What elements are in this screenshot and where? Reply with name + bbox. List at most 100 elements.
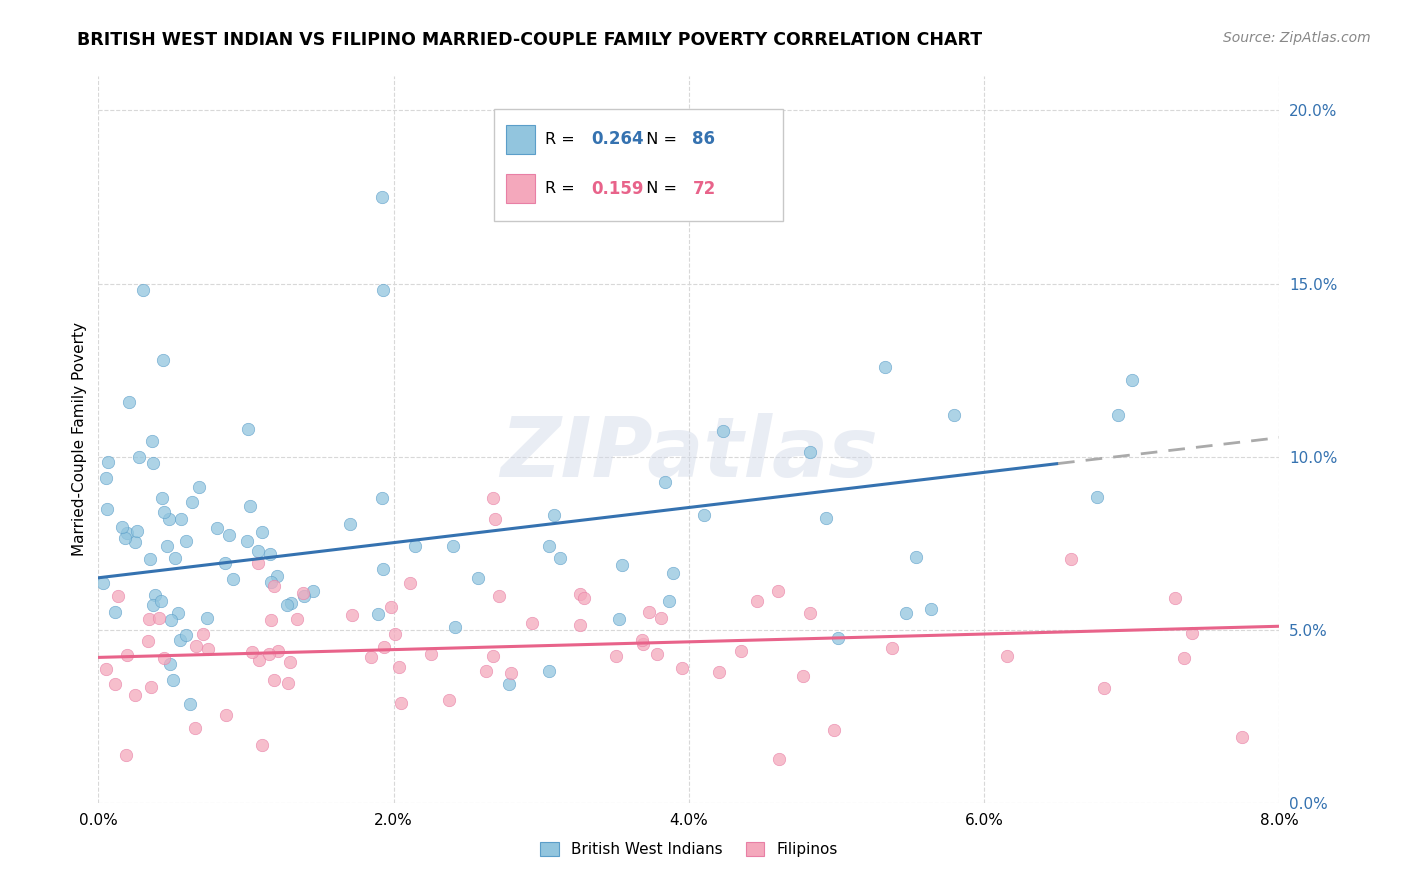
Point [96,501,118,516]
Point [141,434,163,449]
Point [792,669,814,683]
Point [444,619,467,633]
Point [1121,373,1143,387]
Point [904,549,927,564]
Point [645,647,668,661]
Point [441,539,464,553]
Point [404,539,426,553]
Point [799,606,821,620]
Point [662,566,685,580]
Point [143,588,166,602]
Point [238,422,260,436]
Point [250,738,273,752]
Point [197,642,219,657]
Point [1092,681,1115,695]
Point [169,632,191,647]
Text: ZIPatlas: ZIPatlas [501,413,877,494]
Point [380,600,402,615]
Point [730,643,752,657]
Point [153,504,176,518]
Point [995,648,1018,663]
Point [174,534,197,549]
Point [115,526,138,541]
Point [187,480,209,494]
Point [174,627,197,641]
Point [235,533,257,548]
Point [1108,409,1130,423]
Point [475,665,498,679]
Point [150,491,173,505]
Point [96,471,118,485]
Point [125,524,148,538]
Point [214,556,236,570]
Y-axis label: Married-Couple Family Poverty: Married-Couple Family Poverty [72,322,87,557]
Point [124,688,146,702]
Point [118,395,141,409]
Point [873,359,896,374]
FancyBboxPatch shape [494,109,783,221]
Point [522,616,544,631]
Point [631,632,654,647]
Point [880,641,903,656]
Point [148,610,170,624]
Point [276,599,298,613]
Point [139,551,162,566]
Point [605,648,627,663]
Point [1060,552,1083,566]
Point [242,645,264,659]
Point [278,655,301,669]
Point [167,606,190,620]
Point [280,596,302,610]
Point [1181,626,1204,640]
Point [104,677,127,691]
Point [195,611,218,625]
Point [482,491,505,505]
Point [896,607,918,621]
Point [114,531,136,545]
Text: 72: 72 [693,179,716,197]
Point [484,512,506,526]
Point [768,752,790,766]
Point [184,721,207,735]
Point [482,648,505,663]
Point [150,594,173,608]
Point [152,651,174,665]
Point [259,547,281,561]
Point [943,409,966,423]
Point [814,511,837,525]
Point [766,583,789,598]
Point [543,508,565,522]
Point [745,593,768,607]
Point [638,605,661,619]
Point [259,647,281,661]
Point [389,697,412,711]
Text: Source: ZipAtlas.com: Source: ZipAtlas.com [1223,31,1371,45]
Point [104,605,127,619]
Point [186,639,208,653]
Point [388,660,411,674]
Text: R =: R = [546,131,579,146]
FancyBboxPatch shape [506,174,536,203]
Point [498,677,520,691]
Point [169,512,191,526]
Point [246,556,269,570]
Point [91,576,114,591]
Text: 0.159: 0.159 [591,179,644,197]
Point [155,539,177,553]
Point [711,424,734,438]
Text: R =: R = [546,181,579,196]
Point [94,662,117,676]
Point [263,579,285,593]
Legend: British West Indians, Filipinos: British West Indians, Filipinos [540,842,838,857]
Text: 0.264: 0.264 [591,130,644,148]
Point [631,637,654,651]
Point [371,562,394,576]
Point [799,444,821,458]
Point [267,644,290,658]
Point [252,525,274,540]
Point [107,589,129,603]
Point [179,697,201,711]
Point [339,516,361,531]
Point [824,723,846,737]
Point [419,647,441,661]
